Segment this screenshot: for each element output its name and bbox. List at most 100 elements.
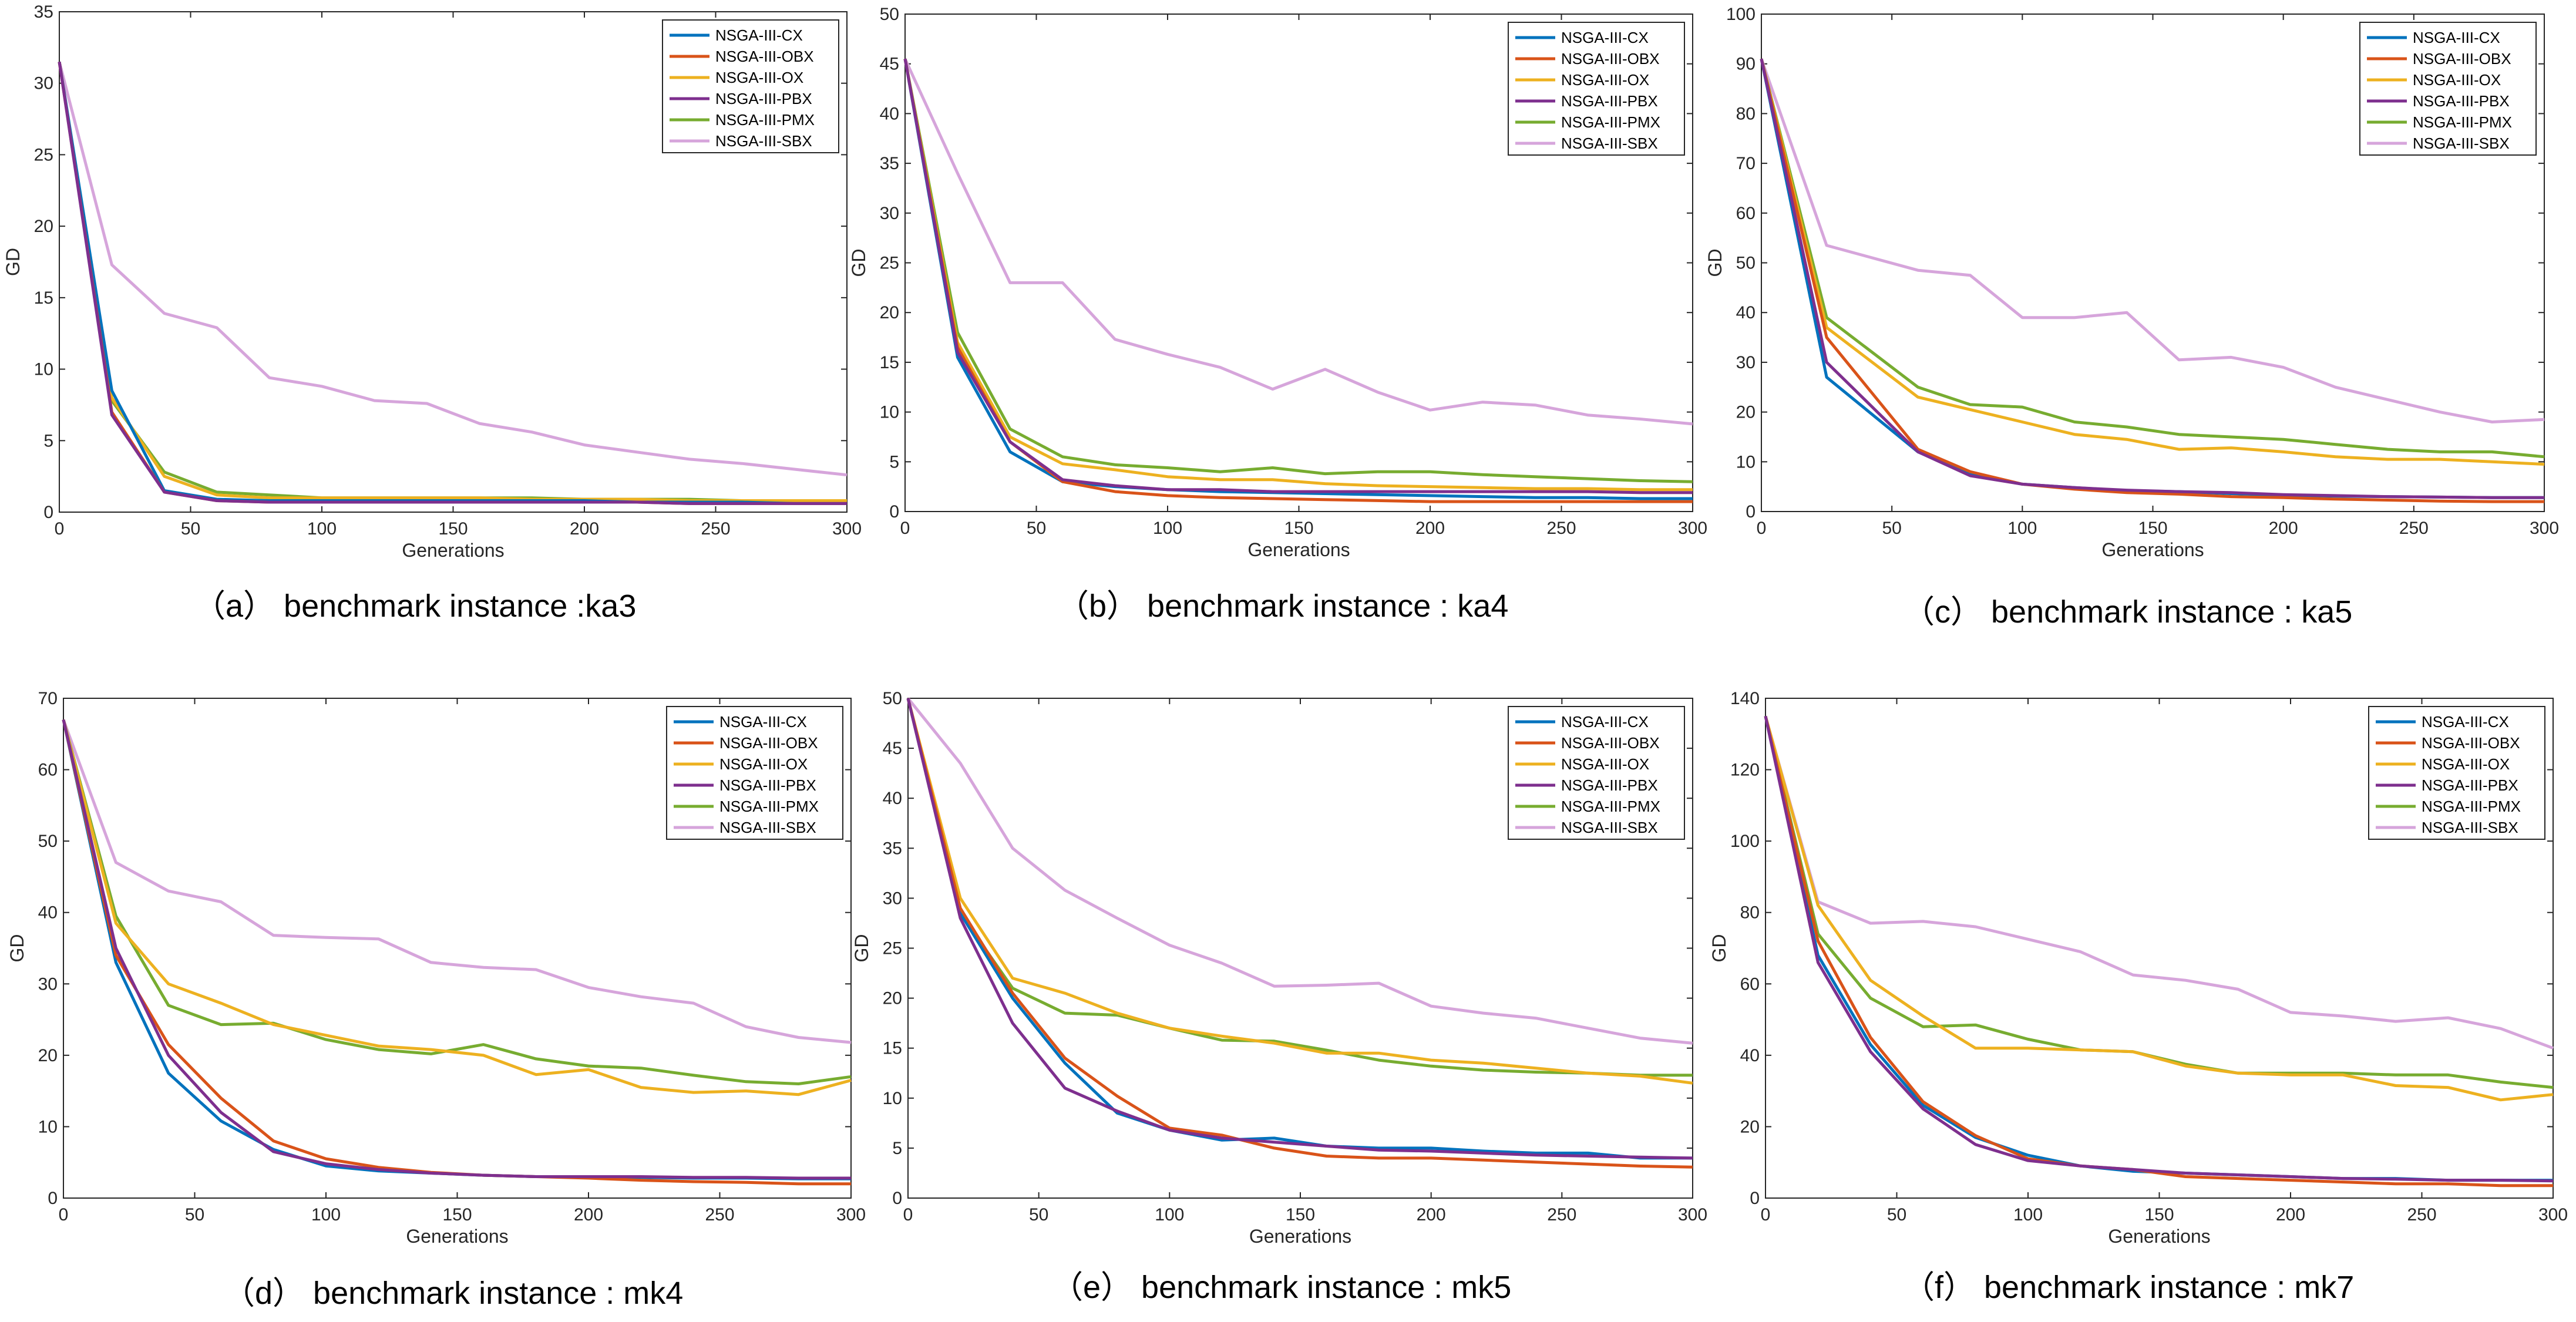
x-tick-label: 50 — [1882, 519, 1901, 538]
x-axis-label: Generations — [1249, 1226, 1351, 1247]
legend-entry: NSGA-III-PBX — [715, 90, 812, 107]
y-tick-label: 10 — [1736, 452, 1756, 472]
x-axis-label: Generations — [402, 540, 504, 561]
x-tick-label: 0 — [903, 1205, 913, 1225]
legend-box — [2359, 22, 2537, 156]
y-tick-label: 60 — [1740, 974, 1760, 994]
y-tick-label: 60 — [38, 761, 58, 780]
series-group — [1760, 58, 2545, 503]
legend-entry: NSGA-III-PMX — [719, 798, 819, 815]
y-tick-label: 25 — [880, 254, 899, 273]
x-tick-label: 0 — [1761, 1205, 1771, 1225]
legend-entry: NSGA-III-PBX — [1561, 776, 1658, 794]
y-tick-label: 10 — [34, 360, 53, 379]
series-line-nsga-iii-ox — [1760, 58, 2545, 466]
legend-entry: NSGA-III-CX — [719, 713, 807, 731]
y-axis-label: GD — [1704, 249, 1726, 277]
x-tick-label: 0 — [59, 1205, 69, 1225]
y-tick-label: 25 — [34, 145, 53, 164]
legend-entry: NSGA-III-PMX — [1561, 798, 1660, 815]
series-line-nsga-iii-ox — [62, 719, 852, 1096]
chart-panel-2: 0 50 100 150 200 250 300 0 5 10 15 20 25 30 35 40 45 50 Ge… — [848, 5, 1707, 624]
y-tick-label: 40 — [880, 104, 899, 123]
x-axis-label: Generations — [2108, 1226, 2210, 1247]
y-tick-label: 0 — [43, 503, 53, 522]
series-group — [58, 61, 848, 505]
legend-box — [1508, 22, 1685, 156]
y-tick-label: 35 — [883, 839, 902, 858]
x-tick-label: 50 — [1887, 1205, 1906, 1225]
y-tick-label: 15 — [34, 288, 53, 308]
y-tick-label: 80 — [1736, 104, 1756, 123]
legend-entry: NSGA-III-OX — [719, 755, 808, 773]
legend: NSGA-III-CX NSGA-III-OBX NSGA-III-OX NSGA-I… — [666, 706, 843, 840]
legend-entry: NSGA-III-OX — [715, 69, 803, 86]
legend-entry: NSGA-III-SBX — [2422, 819, 2518, 836]
panel-caption: （b） benchmark instance : ka4 — [1057, 588, 1508, 624]
legend-entry: NSGA-III-SBX — [2413, 134, 2510, 152]
legend-entry: NSGA-III-CX — [2422, 713, 2509, 731]
y-tick-label: 30 — [883, 889, 902, 908]
y-tick-label: 15 — [883, 1039, 902, 1058]
legend-entry: NSGA-III-CX — [715, 26, 803, 44]
series-line-nsga-iii-sbx — [903, 58, 1693, 426]
x-tick-label: 50 — [181, 519, 200, 539]
y-tick-label: 70 — [1736, 154, 1756, 173]
series-line-nsga-iii-obx — [1760, 58, 2544, 503]
x-tick-label: 100 — [1155, 1205, 1184, 1225]
y-tick-label: 100 — [1730, 832, 1760, 851]
y-tick-label: 50 — [38, 832, 58, 851]
y-tick-label: 60 — [1736, 204, 1756, 223]
legend-entry: NSGA-III-PMX — [2422, 798, 2521, 815]
y-tick-label: 25 — [883, 939, 902, 958]
legend-entry: NSGA-III-OX — [1561, 71, 1649, 89]
x-tick-label: 200 — [2269, 519, 2298, 538]
x-tick-label: 150 — [1284, 519, 1313, 538]
x-tick-label: 50 — [185, 1205, 204, 1225]
x-tick-label: 150 — [438, 519, 468, 539]
legend-box — [1508, 706, 1685, 840]
series-line-nsga-iii-sbx — [62, 719, 852, 1044]
x-tick-label: 100 — [2013, 1205, 2043, 1225]
y-tick-label: 45 — [880, 55, 899, 74]
legend-entry: NSGA-III-PBX — [1561, 92, 1658, 110]
series-line-nsga-iii-pbx — [62, 719, 851, 1180]
series-line-nsga-iii-obx — [906, 698, 1693, 1169]
y-tick-label: 30 — [880, 204, 899, 223]
series-line-nsga-iii-cx — [906, 698, 1693, 1160]
x-axis-label: Generations — [1247, 539, 1350, 560]
chart-panel-6: 0 50 100 150 200 250 300 0 20 40 60 80 100 120 140 Gene… — [1709, 689, 2568, 1305]
series-line-nsga-iii-ox — [906, 698, 1693, 1085]
series-line-nsga-iii-pbx — [1764, 715, 2554, 1183]
y-tick-label: 20 — [1740, 1117, 1760, 1136]
y-tick-label: 50 — [1736, 254, 1756, 273]
y-tick-label: 50 — [883, 689, 902, 708]
y-tick-label: 20 — [34, 217, 53, 236]
chart-panel-4: 0 50 100 150 200 250 300 0 10 20 30 40 50 60 70 Generat… — [6, 689, 866, 1311]
series-line-nsga-iii-sbx — [907, 697, 1693, 1045]
legend-entry: NSGA-III-OBX — [715, 48, 814, 65]
y-axis-label: GD — [6, 934, 28, 963]
y-tick-label: 90 — [1736, 55, 1756, 74]
legend-entry: NSGA-III-PMX — [1561, 113, 1660, 131]
legend-entry: NSGA-III-OX — [2422, 755, 2510, 773]
y-tick-label: 20 — [883, 989, 902, 1008]
x-tick-label: 100 — [307, 519, 337, 539]
x-tick-label: 200 — [2276, 1205, 2305, 1225]
x-tick-label: 0 — [900, 519, 910, 538]
y-tick-label: 10 — [38, 1117, 58, 1136]
chart-panel-5: 0 50 100 150 200 250 300 0 5 10 15 20 25 30 35 40 45 50 Ge… — [851, 689, 1707, 1305]
series-group — [903, 58, 1693, 503]
legend-entry: NSGA-III-OX — [2413, 71, 2501, 89]
legend-entry: NSGA-III-PMX — [2413, 113, 2512, 131]
legend-entry: NSGA-III-PBX — [719, 776, 816, 794]
series-line-nsga-iii-pmx — [1760, 58, 2545, 459]
series-group — [906, 697, 1693, 1169]
series-line-nsga-iii-pbx — [903, 58, 1693, 495]
legend-entry: NSGA-III-OX — [1561, 755, 1649, 773]
legend-entry: NSGA-III-PBX — [2422, 776, 2518, 794]
y-tick-label: 0 — [889, 502, 899, 522]
y-tick-label: 45 — [883, 739, 902, 758]
x-axis-label: Generations — [406, 1226, 508, 1247]
legend-entry: NSGA-III-SBX — [715, 132, 812, 150]
